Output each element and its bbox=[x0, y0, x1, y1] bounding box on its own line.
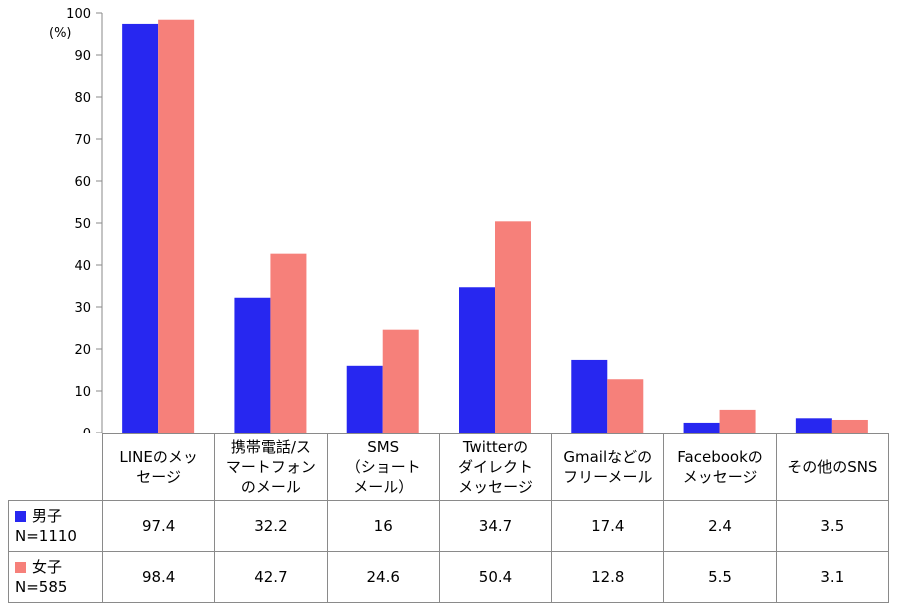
table-cell-value: 50.4 bbox=[438, 551, 553, 603]
legend-label-boys: 男子 bbox=[32, 507, 63, 525]
y-tick-label: 20 bbox=[74, 343, 91, 358]
y-tick-label: 100 bbox=[66, 7, 91, 22]
category-label: Facebookの メッセージ bbox=[663, 433, 777, 501]
bar-boys bbox=[571, 359, 608, 433]
legend-cell-boys: 男子 N=1110 bbox=[8, 500, 103, 552]
bar-girls bbox=[158, 19, 195, 433]
category-label: その他のSNS bbox=[775, 433, 889, 501]
category-label-text: Facebookの メッセージ bbox=[677, 448, 763, 486]
y-tick-label: 30 bbox=[74, 301, 91, 316]
legend-label-girls: 女子 bbox=[32, 558, 63, 576]
table-row-boys: 男子 N=1110 97.4 32.2 16 34.7 17.4 2.4 3.5 bbox=[8, 500, 889, 552]
bar-boys bbox=[683, 422, 720, 433]
table-cell-value: 16 bbox=[326, 500, 440, 552]
table-cell-value: 12.8 bbox=[551, 551, 665, 603]
y-tick-label: 60 bbox=[74, 175, 91, 190]
y-tick-label: 40 bbox=[74, 259, 91, 274]
table-row-girls: 女子 N=585 98.4 42.7 24.6 50.4 12.8 5.5 3.1 bbox=[8, 551, 889, 603]
bar-girls bbox=[831, 419, 868, 433]
table-cell-value: 98.4 bbox=[101, 551, 216, 603]
table-cell-value: 24.6 bbox=[326, 551, 440, 603]
bar-chart: 0 10 20 30 40 50 60 70 80 90 100 (%) bbox=[49, 7, 868, 433]
table-cell-value: 34.7 bbox=[438, 500, 553, 552]
table-cell-value: 2.4 bbox=[663, 500, 777, 552]
category-label-text: LINEのメッ セージ bbox=[119, 448, 198, 486]
category-label: LINEのメッ セージ bbox=[101, 433, 216, 501]
table-cell-value: 17.4 bbox=[551, 500, 665, 552]
y-tick-label: 0 bbox=[83, 427, 91, 433]
table-cell-value: 32.2 bbox=[214, 500, 328, 552]
bar-girls bbox=[719, 409, 756, 433]
bar-girls bbox=[270, 253, 307, 433]
bar-girls bbox=[382, 329, 419, 433]
y-tick-label: 90 bbox=[74, 49, 91, 64]
legend-swatch-girls bbox=[15, 562, 26, 573]
legend-n-girls: N=585 bbox=[15, 578, 68, 596]
table-cell-value: 97.4 bbox=[101, 500, 216, 552]
bar-girls bbox=[607, 379, 644, 433]
bars bbox=[122, 19, 868, 433]
legend-cell-girls: 女子 N=585 bbox=[8, 551, 103, 603]
category-label: SMS （ショート メール） bbox=[326, 433, 440, 501]
legend-n-boys: N=1110 bbox=[15, 527, 77, 545]
y-tick-label: 10 bbox=[74, 385, 91, 400]
category-label-text: Twitterの ダイレクト メッセージ bbox=[457, 438, 533, 496]
table-cell-value: 42.7 bbox=[214, 551, 328, 603]
bar-boys bbox=[122, 23, 159, 433]
y-tick-label: 80 bbox=[74, 91, 91, 106]
table-cell-value: 3.1 bbox=[775, 551, 889, 603]
category-label-text: 携帯電話/ス マートフォン のメール bbox=[225, 438, 316, 496]
table-cell-value: 5.5 bbox=[663, 551, 777, 603]
bar-boys bbox=[459, 287, 495, 433]
table-cell-value: 3.5 bbox=[775, 500, 889, 552]
legend-swatch-boys bbox=[15, 511, 26, 522]
y-unit-label: (%) bbox=[49, 26, 72, 41]
y-axis: 0 10 20 30 40 50 60 70 80 90 100 bbox=[66, 7, 103, 433]
category-label-text: その他のSNS bbox=[787, 458, 878, 476]
bar-boys bbox=[346, 365, 383, 433]
category-label-text: SMS （ショート メール） bbox=[345, 438, 421, 496]
bar-boys bbox=[795, 418, 832, 433]
category-label: Twitterの ダイレクト メッセージ bbox=[438, 433, 553, 501]
category-label-text: Gmailなどの フリーメール bbox=[563, 448, 653, 486]
category-label: Gmailなどの フリーメール bbox=[551, 433, 665, 501]
table-corner bbox=[8, 433, 103, 501]
category-row: LINEのメッ セージ 携帯電話/ス マートフォン のメール SMS （ショート メ… bbox=[8, 433, 889, 501]
bar-boys bbox=[234, 297, 271, 433]
bar-girls bbox=[495, 221, 531, 433]
data-table: LINEのメッ セージ 携帯電話/ス マートフォン のメール SMS （ショート メ… bbox=[8, 433, 889, 603]
y-tick-label: 50 bbox=[74, 217, 91, 232]
y-tick-label: 70 bbox=[74, 133, 91, 148]
category-label: 携帯電話/ス マートフォン のメール bbox=[214, 433, 328, 501]
